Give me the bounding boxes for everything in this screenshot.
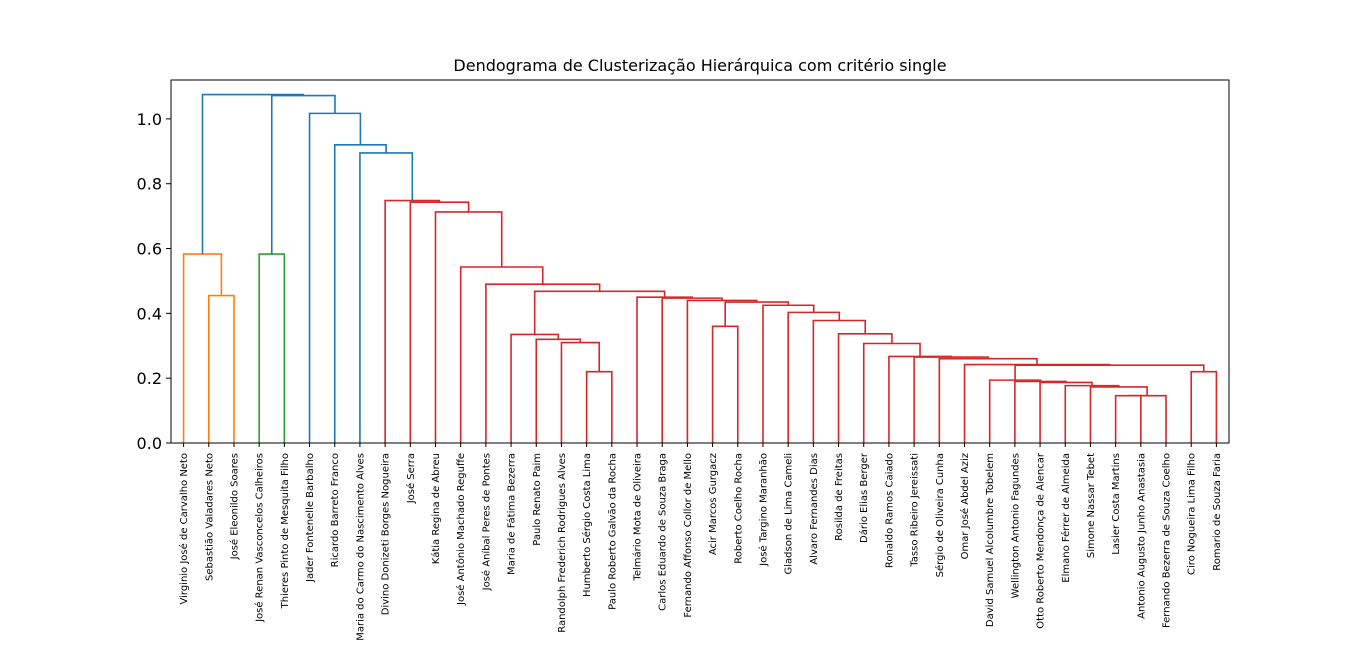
dendrogram-link	[384, 199, 441, 443]
leaf-label: Telmário Mota de Oliveira	[632, 453, 644, 582]
dendrogram-link	[560, 341, 601, 443]
dendrogram-link	[1014, 364, 1205, 381]
leaf-label: Alvaro Fernandes Dias	[809, 453, 820, 565]
leaf-label: Thieres Pinto de Mesquita Filho	[280, 453, 291, 609]
leaf-label: José Aníbal Peres de Pontes	[480, 453, 492, 591]
leaf-label: Fernando Bezerra de Souza Coelho	[1162, 453, 1173, 628]
leaf-label: Elmano Férrer de Almeida	[1060, 453, 1072, 583]
leaf-label: Randolph Frederich Rodrigues Alves	[557, 453, 568, 633]
dendrogram-link	[409, 201, 470, 443]
y-tick-label: 0.6	[137, 240, 162, 259]
leaf-label: Acir Marcos Gurgacz	[708, 453, 719, 555]
leaf-label: Carlos Eduardo de Souza Braga	[658, 453, 669, 611]
dendrogram-link	[787, 311, 841, 443]
dendrogram-link	[434, 211, 503, 443]
leaf-label: Otto Roberto Mendonça de Alencar	[1036, 452, 1047, 629]
leaf-label: Dário Elias Berger	[858, 452, 870, 543]
leaf-label: Jader Fontenelle Barbalho	[305, 453, 316, 583]
leaf-label: Paulo Roberto Galvão da Rocha	[607, 453, 618, 610]
leaf-label: Rosilda de Freitas	[834, 453, 845, 541]
dendrogram-link	[510, 333, 560, 443]
dendrogram-link	[636, 296, 693, 443]
leaf-label: Ronaldo Ramos Caiado	[884, 453, 895, 568]
dendrogram-link	[686, 299, 758, 443]
dendrogram-link	[207, 294, 235, 443]
dendrogram-link	[201, 93, 305, 255]
leaf-label: Humberto Sérgio Costa Lima	[581, 453, 593, 597]
leaf-label: José Eleonildo Soares	[228, 453, 240, 560]
dendrogram-link	[1014, 380, 1067, 443]
y-axis: 0.0 0.2 0.4 0.6 0.8 1.0	[137, 110, 171, 453]
dendrogram-link	[270, 94, 336, 255]
dendrogram-link	[459, 266, 544, 443]
y-tick-label: 0.4	[137, 304, 162, 323]
dendrogram-link	[1114, 394, 1142, 443]
leaf-label: Gladson de Lima Cameli	[784, 453, 795, 574]
leaf-label: Fernando Affonso Collor de Mello	[683, 453, 694, 618]
dendrogram-link	[862, 342, 921, 443]
leaf-label: Divino Donizeti Borges Nogueira	[381, 453, 392, 615]
leaf-label: Paulo Renato Paim	[532, 453, 543, 546]
leaf-label: Virginio José de Carvalho Neto	[178, 453, 190, 605]
dendrogram-link	[1128, 394, 1167, 443]
dendrogram-link	[485, 283, 601, 443]
dendrogram-link	[258, 253, 286, 443]
dendrogram-link	[837, 332, 893, 443]
plot-frame	[170, 79, 1230, 444]
y-tick-label: 0.2	[137, 369, 162, 388]
dendrogram-link	[888, 355, 952, 443]
leaf-label: Wellington Antonio Fagundes	[1010, 453, 1021, 598]
dendrogram-link	[533, 290, 666, 335]
dendrogram-link	[913, 356, 989, 443]
leaf-label: Kátia Regina de Abreu	[430, 453, 442, 564]
dendrogram-link	[359, 152, 414, 443]
dendrogram-link	[1039, 381, 1093, 443]
dendrogram-link	[1190, 370, 1218, 443]
leaf-label: Roberto Coelho Rocha	[733, 453, 744, 564]
leaf-label: Simone Nassar Tebet	[1086, 453, 1097, 558]
dendrogram-link	[1064, 384, 1120, 443]
y-tick-label: 0.8	[137, 175, 162, 194]
leaf-label: Antonio Augusto Junho Anastasia	[1136, 453, 1147, 619]
leaf-label: Ciro Nogueira Lima Filho	[1187, 453, 1198, 575]
leaf-label: Tasso Ribeiro Jereissati	[910, 453, 921, 568]
leaf-label: Maria de Fátima Bezerra	[506, 453, 518, 575]
dendrogram-link	[938, 357, 1038, 443]
dendrogram-link	[535, 338, 582, 443]
dendrogram-link	[585, 370, 613, 443]
dendrogram-link	[963, 363, 1111, 443]
y-tick-label: 0.0	[137, 434, 162, 453]
leaf-label: Sérgio de Oliveira Cunha	[934, 453, 946, 577]
leaf-label: Omar José Abdel Aziz	[959, 453, 971, 559]
leaf-label: José Targino Maranhão	[757, 453, 769, 567]
y-tick-label: 1.0	[137, 110, 162, 129]
dendrogram-links	[182, 93, 1218, 443]
leaf-label: José Antônio Machado Reguffe	[455, 453, 467, 606]
chart-title: Dendograma de Clusterização Hierárquica …	[453, 56, 946, 75]
dendrogram-link	[711, 325, 739, 443]
dendrogram-link	[182, 253, 223, 443]
leaf-label: José Serra	[405, 453, 417, 504]
leaf-label: Romario de Souza Faria	[1212, 453, 1223, 571]
x-axis: Virginio José de Carvalho Neto Sebastião …	[178, 443, 1223, 641]
leaf-label: Maria do Carmo do Nascimento Alves	[355, 453, 366, 641]
leaf-label: José Renan Vasconcelos Calheiros	[254, 453, 266, 623]
leaf-label: Ricardo Barreto Franco	[330, 453, 341, 567]
leaf-label: David Samuel Alcolumbre Tobelem	[985, 453, 996, 627]
leaf-label: Sebastião Valadares Neto	[204, 453, 215, 581]
leaf-label: Lasier Costa Martins	[1111, 453, 1122, 555]
